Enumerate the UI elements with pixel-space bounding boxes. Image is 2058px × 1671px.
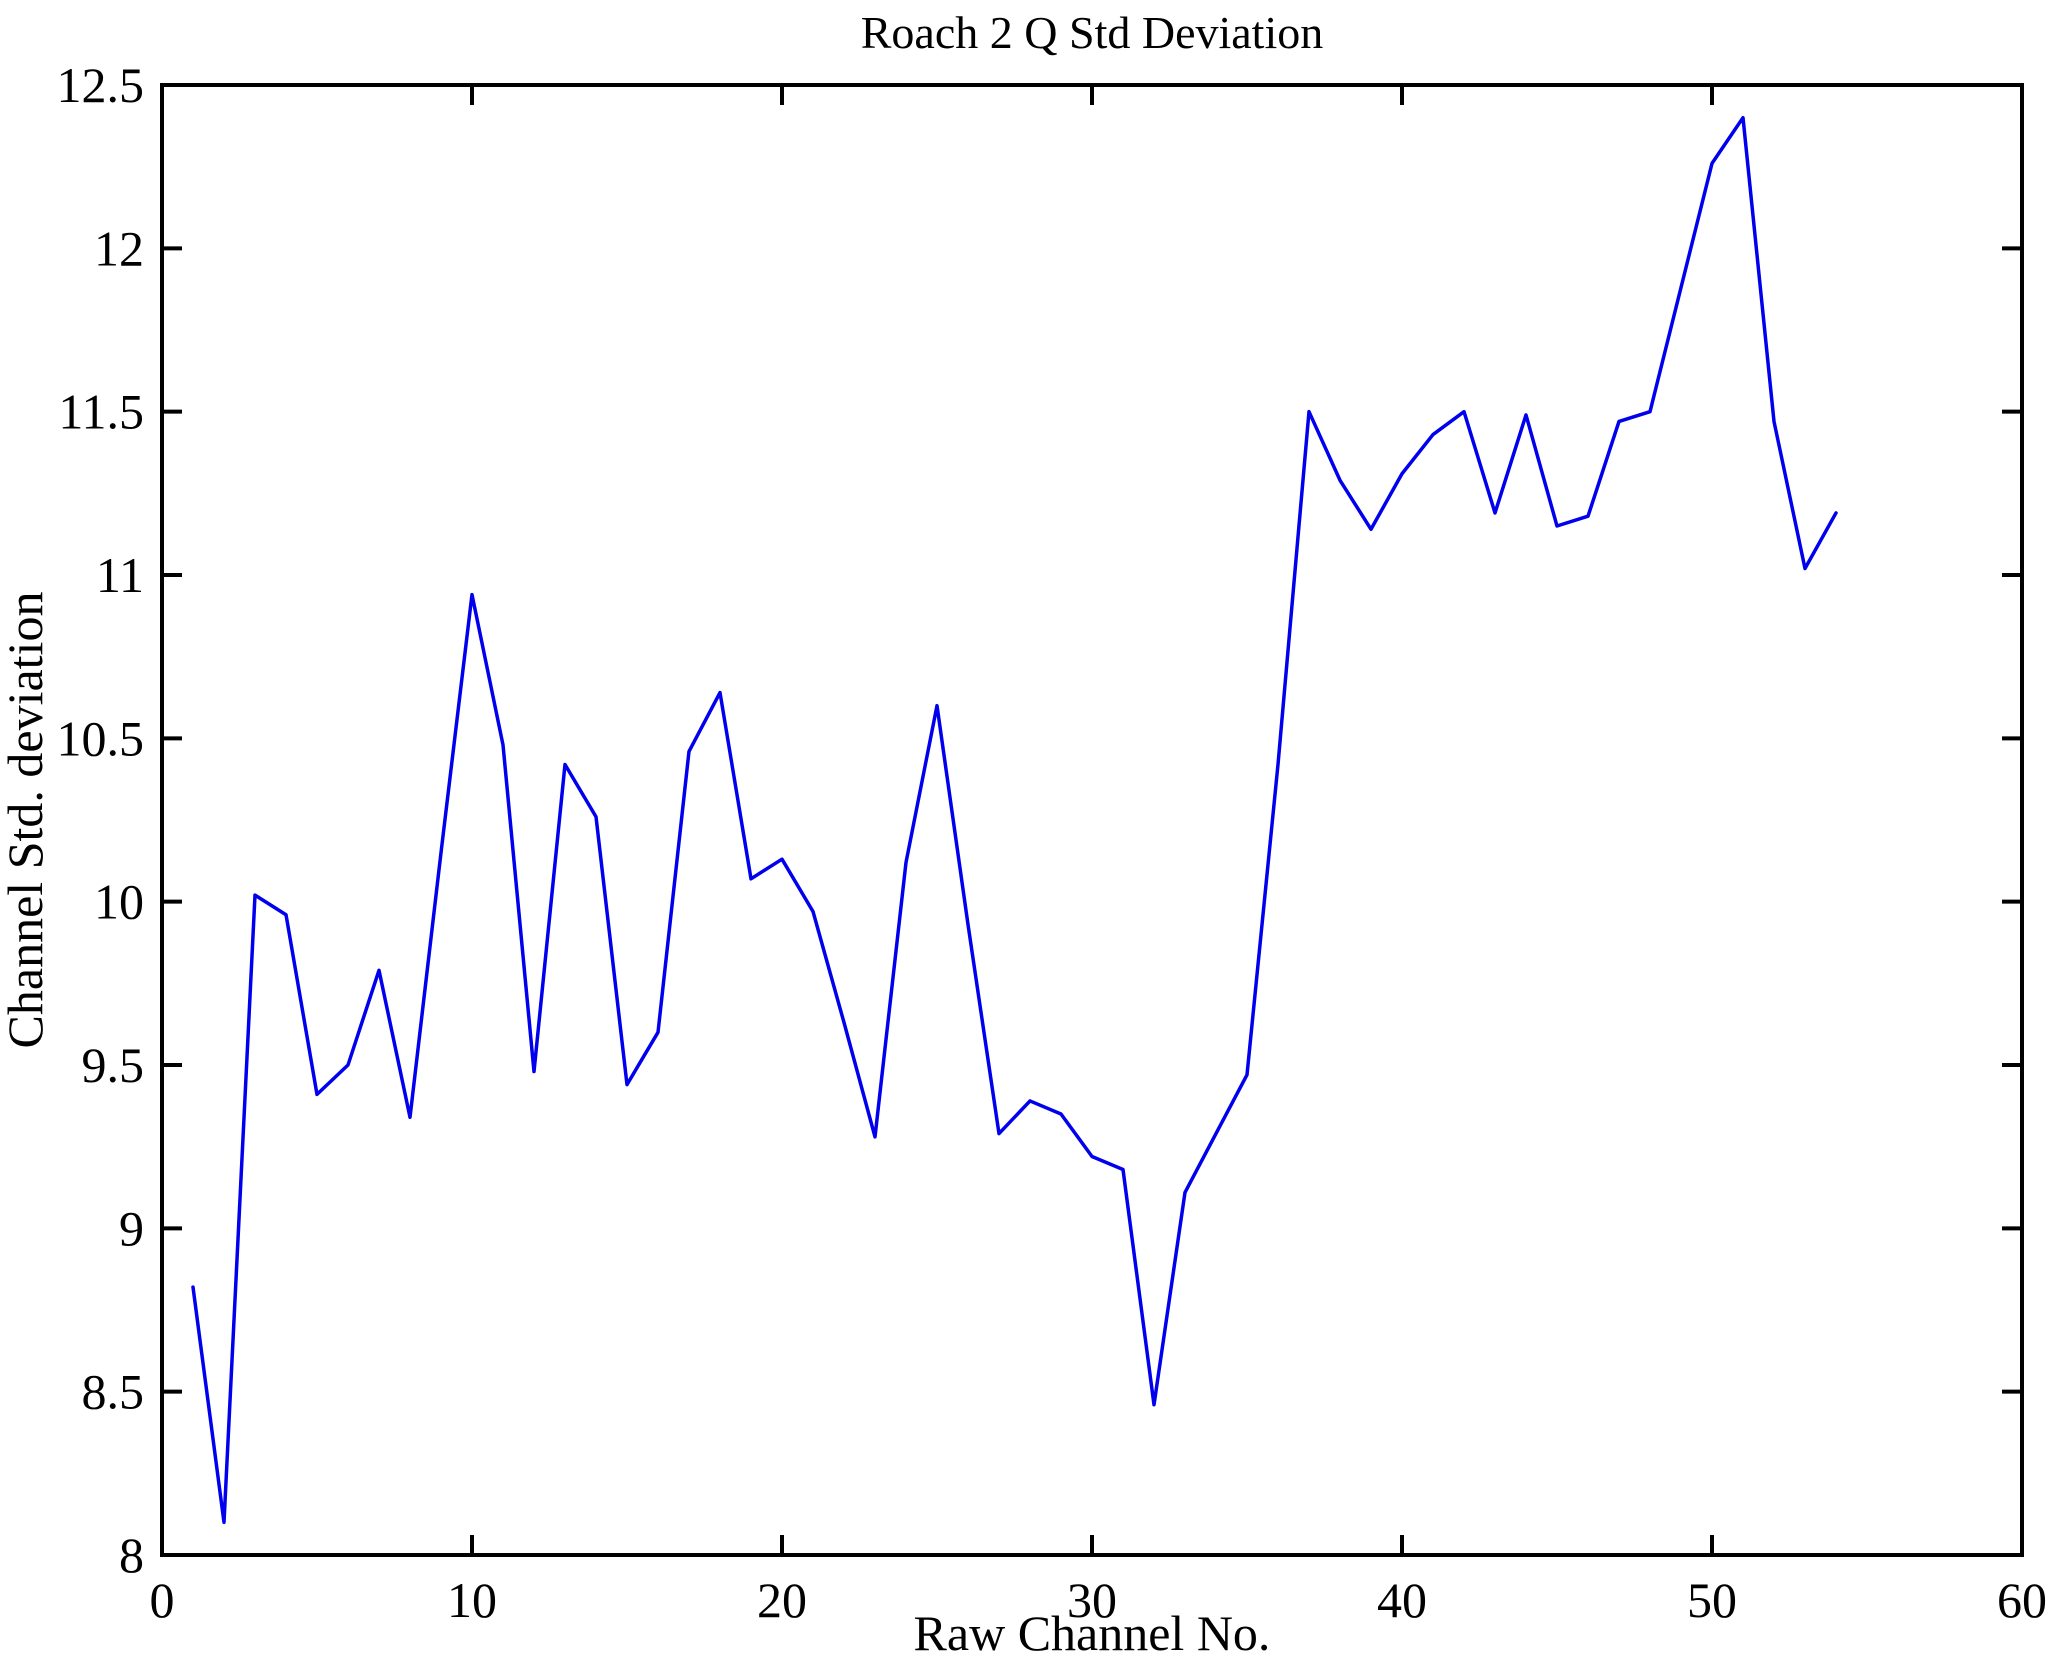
x-tick-label: 50	[1687, 1572, 1737, 1628]
y-tick-label: 12	[94, 220, 144, 276]
axis-tick-labels: 0 10 20 30 40 50 60 8 8.5 9 9.5 10 10.5 11 11.5 12 12.5	[57, 57, 2048, 1628]
axis-ticks	[160, 83, 2024, 1557]
chart-title: Roach 2 Q Std Deviation	[861, 7, 1324, 58]
y-tick-label: 11.5	[58, 384, 144, 440]
y-tick-label: 9	[119, 1200, 144, 1256]
axes-frame	[160, 83, 2024, 1557]
y-tick-label: 10	[94, 874, 144, 930]
y-tick-label: 12.5	[57, 57, 145, 113]
y-tick-label: 11	[96, 547, 144, 603]
y-tick-label: 10.5	[57, 710, 145, 766]
data-line	[191, 115, 1838, 1525]
x-tick-label: 20	[757, 1572, 807, 1628]
x-tick-label: 60	[1997, 1572, 2047, 1628]
x-tick-label: 0	[150, 1572, 175, 1628]
data-series	[191, 115, 1838, 1525]
plot-box	[160, 83, 2024, 1557]
y-tick-label: 8	[119, 1527, 144, 1583]
y-tick-label: 9.5	[82, 1037, 145, 1093]
x-tick-label: 30	[1067, 1572, 1117, 1628]
x-tick-label: 40	[1377, 1572, 1427, 1628]
x-axis-label: Raw Channel No.	[914, 1605, 1271, 1661]
y-axis-label: Channel Std. deviation	[0, 592, 53, 1049]
x-tick-label: 10	[447, 1572, 497, 1628]
y-tick-label: 8.5	[82, 1364, 145, 1420]
